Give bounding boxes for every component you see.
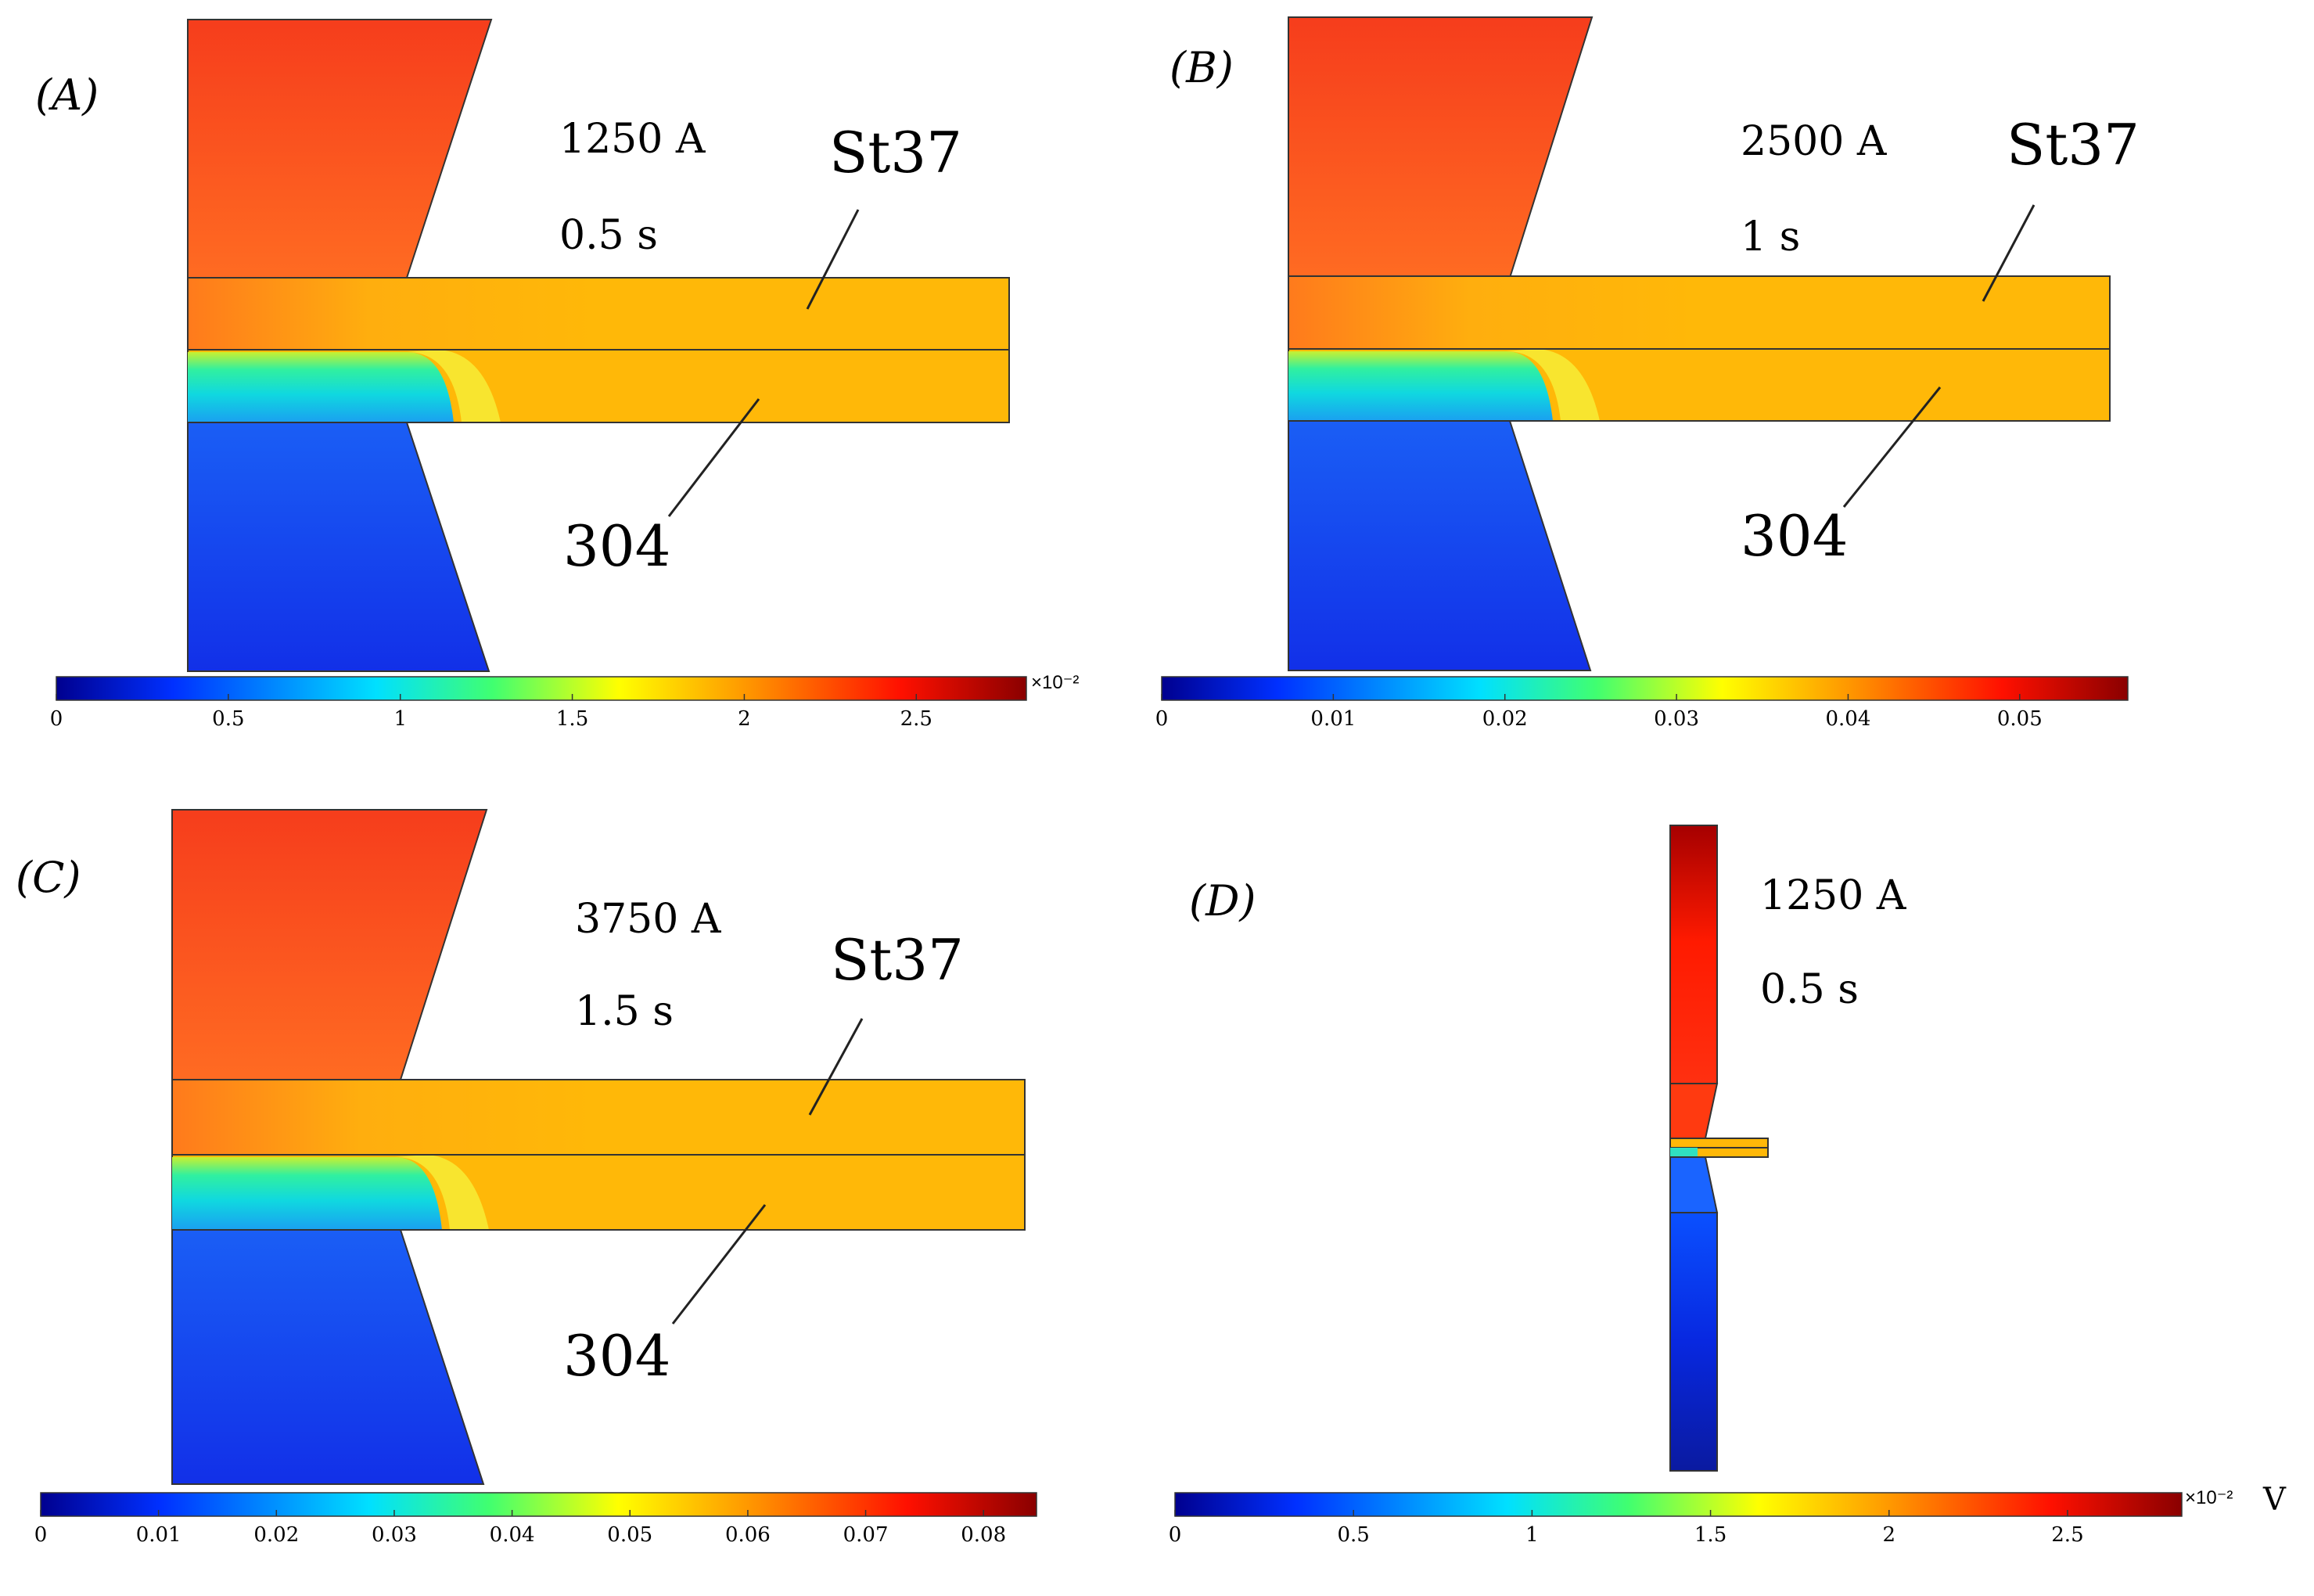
panel-b-label: (B) — [1170, 43, 1234, 92]
time-label: 0.5 s — [559, 212, 658, 259]
current-label: 1250 A — [1760, 872, 1907, 919]
colorbar-tick-label: 0.01 — [136, 1523, 181, 1547]
current-label: 3750 A — [575, 896, 722, 943]
lower-material-label: 304 — [1741, 503, 1848, 569]
colorbar-tick-label: 1.5 — [556, 707, 588, 731]
lower-material-leader — [671, 1204, 767, 1325]
lower-electrode — [171, 1229, 485, 1485]
colorbar-tick-label: 0 — [50, 707, 63, 731]
upper-sheet — [1669, 1138, 1769, 1148]
transition-zone — [1506, 349, 1600, 421]
colorbar-tick-label: 0.03 — [372, 1523, 417, 1547]
current-label: 2500 A — [1741, 118, 1888, 165]
colorbar-tick-label: 0.03 — [1654, 707, 1699, 731]
colorbar-tick-label: 0 — [34, 1523, 48, 1547]
upper-electrode — [171, 809, 488, 1080]
colorbar-tick-label: 1.5 — [1694, 1523, 1727, 1547]
upper-material-label: St37 — [829, 120, 962, 185]
time-label: 0.5 s — [1760, 966, 1859, 1013]
colorbar-tick-label: 0.05 — [607, 1523, 652, 1547]
transition-zone — [395, 1155, 489, 1230]
transition-zone — [407, 350, 501, 422]
colorbar-tick-label: 0.07 — [843, 1523, 889, 1547]
lower-material-label: 304 — [563, 1323, 670, 1389]
upper-material-label: St37 — [831, 927, 964, 993]
colorbar-multiplier: ×10⁻² — [1031, 672, 1079, 693]
st37-sheet — [1288, 275, 2111, 350]
colorbar-tick-label: 0.5 — [212, 707, 244, 731]
colorbar-ticks: 0 0.01 0.02 0.03 0.04 0.05 0.06 0.07 0.08 — [34, 1510, 1006, 1547]
colorbar-ticks: 0 0.5 1 1.5 2 2.5 — [50, 694, 932, 731]
time-label: 1 s — [1741, 214, 1800, 261]
colorbar-tick-label: 0 — [1169, 1523, 1182, 1547]
upper-electrode — [1669, 825, 1718, 1084]
colorbar-tick-label: 0.04 — [1825, 707, 1870, 731]
colorbar-tick-label: 2 — [1882, 1523, 1895, 1547]
colorbar — [40, 1492, 1037, 1517]
colorbar-tick-label: 0.02 — [253, 1523, 299, 1547]
colorbar-tick-label: 1 — [1525, 1523, 1539, 1547]
st37-sheet — [187, 277, 1010, 350]
panel-a-label: (A) — [35, 70, 99, 120]
st37-sheet — [171, 1079, 1026, 1156]
contact-zone — [1670, 1148, 1698, 1157]
colorbar-tick-label: 2.5 — [2051, 1523, 2083, 1547]
colorbar-tick-label: 0 — [1155, 707, 1169, 731]
lower-material-leader — [667, 398, 760, 517]
colorbar-tick-label: 2 — [738, 707, 751, 731]
upper-electrode — [187, 19, 493, 279]
panel-d: (D) 1250 A 0.5 s 0 0.5 1 1.5 2 2.5 ×10⁻² V — [1169, 825, 2287, 1547]
colorbar-ticks: 0 0.01 0.02 0.03 0.04 0.05 — [1155, 694, 2043, 731]
colorbar-ticks: 0 0.5 1 1.5 2 2.5 — [1169, 1510, 2084, 1547]
upper-electrode-tip — [1669, 1083, 1719, 1139]
upper-material-leader — [806, 209, 860, 310]
lower-electrode — [1669, 1212, 1718, 1472]
lower-electrode — [187, 422, 490, 672]
colorbar-multiplier: ×10⁻² — [2185, 1487, 2233, 1508]
colorbar-tick-label: 0.5 — [1338, 1523, 1370, 1547]
lower-electrode-tip — [1669, 1156, 1719, 1213]
upper-material-label: St37 — [2007, 112, 2140, 178]
panel-d-label: (D) — [1189, 876, 1256, 926]
contact-zone — [172, 1157, 442, 1230]
time-label: 1.5 s — [575, 988, 674, 1035]
colorbar-tick-label: 1 — [393, 707, 407, 731]
lower-material-leader — [1842, 386, 1942, 508]
panel-c-label: (C) — [16, 853, 81, 902]
lower-material-label: 304 — [563, 513, 670, 579]
panel-c: (C) 3750 A 1.5 s St37 304 0 0.01 0.02 0.03 0… — [16, 809, 1037, 1547]
colorbar-tick-label: 0.01 — [1310, 707, 1356, 731]
upper-electrode — [1288, 16, 1594, 279]
contact-zone — [188, 352, 454, 422]
colorbar — [1174, 1492, 2183, 1517]
colorbar-tick-label: 2.5 — [900, 707, 932, 731]
current-label: 1250 A — [559, 116, 706, 163]
lower-electrode — [1288, 420, 1592, 671]
panel-b: (B) 2500 A 1 s St37 304 0 0.01 0.02 0.03 0.0… — [1155, 16, 2140, 731]
colorbar-unit: V — [2262, 1482, 2287, 1518]
colorbar — [1161, 676, 2129, 701]
colorbar-tick-label: 0.05 — [1997, 707, 2043, 731]
colorbar-tick-label: 0.02 — [1482, 707, 1528, 731]
colorbar-tick-label: 0.08 — [961, 1523, 1006, 1547]
contact-zone — [1288, 351, 1553, 421]
upper-material-leader — [1982, 204, 2036, 302]
panel-a: (A) 1250 A 0.5 s St37 304 0 0.5 1 1.5 2 2.5 ×… — [35, 19, 1079, 731]
colorbar-tick-label: 0.06 — [725, 1523, 771, 1547]
upper-material-leader — [808, 1018, 864, 1116]
colorbar-tick-label: 0.04 — [490, 1523, 535, 1547]
colorbar — [56, 676, 1027, 701]
